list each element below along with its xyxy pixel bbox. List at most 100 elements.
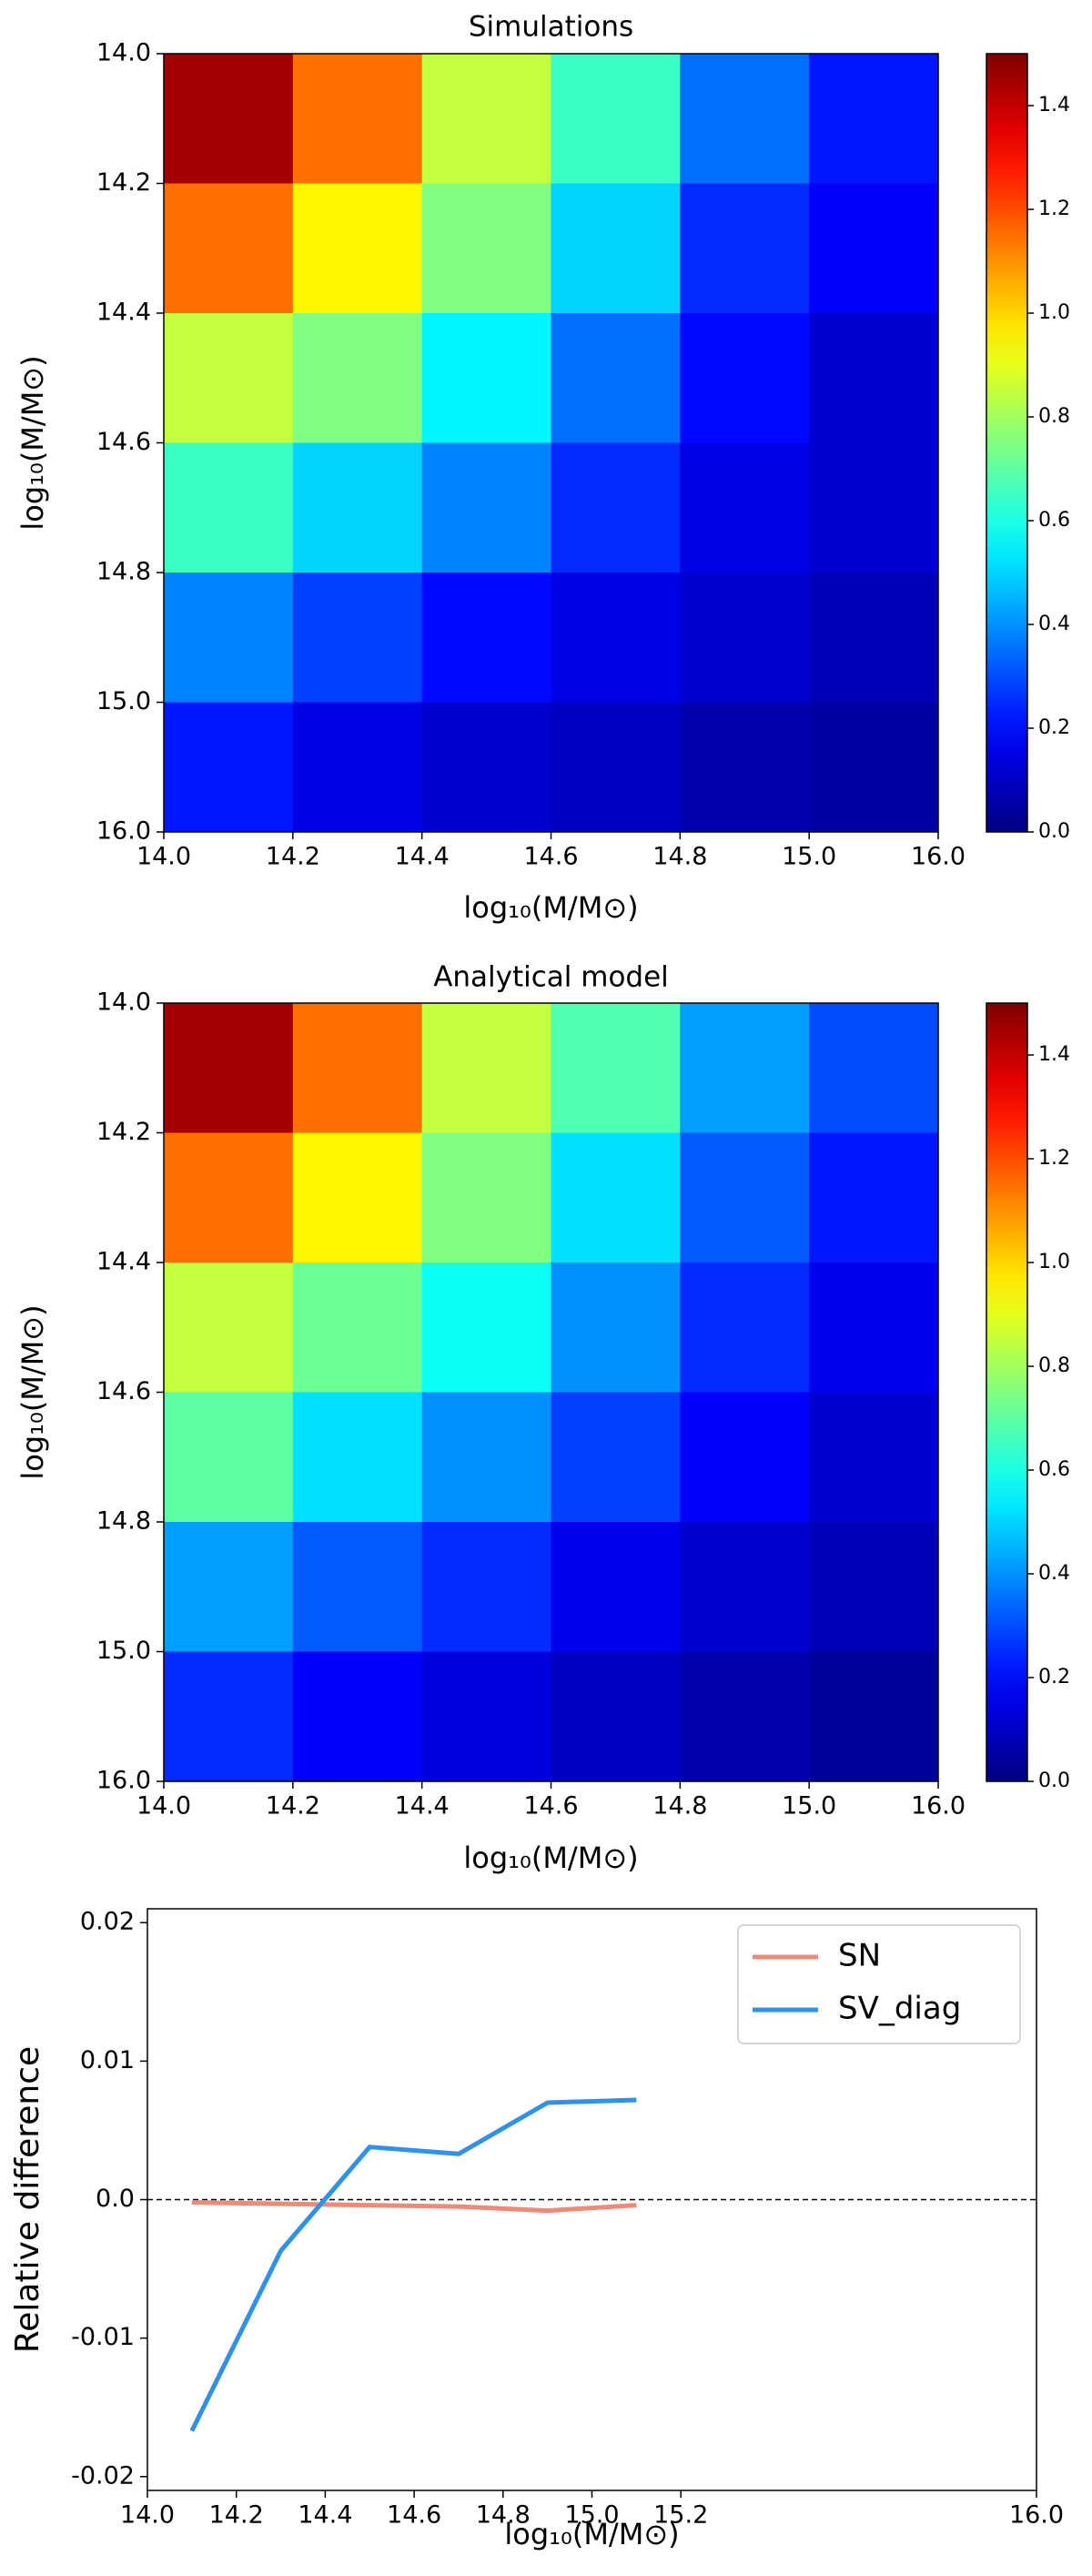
x-tick-label: 15.0 [564,2501,619,2530]
colorbar-tick-label: 1.0 [1038,301,1070,324]
heatmap-cell [421,573,551,703]
heatmap-cell [551,1003,681,1133]
series-line [191,2200,637,2214]
heatmap-cell [421,1132,551,1263]
heatmap-cell [421,1522,551,1652]
x-tick-label: 15.2 [653,2501,708,2530]
plot-frame [163,1002,939,1782]
heatmap-cell [809,313,939,443]
y-tick-label: 14.6 [96,1377,151,1405]
heatmap-cell [680,1651,810,1782]
x-tick-label: 14.4 [298,2501,352,2530]
heatmap-cell [809,1003,939,1133]
heatmap-cell [292,313,423,443]
heatmap-cell [421,442,551,573]
heatmap-cell [551,1263,681,1393]
heatmap-cell [421,1263,551,1393]
heatmap-cell [809,183,939,314]
heatmap-cell [292,54,423,184]
heatmap-cell [421,1003,551,1133]
heatmap-cell [809,1263,939,1393]
x-tick-label: 14.6 [523,1792,578,1820]
x-tick-label: 14.8 [476,2501,531,2530]
colorbar-tick-label: 0.4 [1038,613,1070,635]
heatmap-cell [809,442,939,573]
heatmap-cell [292,1392,423,1523]
heatmap-cell [551,1522,681,1652]
y-tick-label: 14.4 [96,299,151,327]
heatmap-cell [421,1392,551,1523]
colorbar-tick-label: 0.0 [1038,820,1070,843]
x-tick-label: 14.8 [652,843,707,871]
heatmap-cell [164,1392,294,1523]
legend-label: SN [838,1938,881,1974]
heatmap-cell [809,1132,939,1263]
heatmap-cell [292,573,423,703]
heatmap-cell [680,702,810,833]
heatmap-cell [551,1392,681,1523]
colorbar [986,53,1028,833]
heatmap-cell [421,183,551,314]
y-tick-label: 14.0 [96,989,151,1017]
x-tick-label: 14.0 [136,843,191,871]
heatmap-cell [551,573,681,703]
heatmap-cell [421,1651,551,1782]
colorbar-tick-label: 0.2 [1038,1666,1070,1689]
series-line [189,2097,637,2432]
heatmap-cell [680,1003,810,1133]
x-tick-label: 15.0 [782,1792,836,1820]
heatmap-cell [292,183,423,314]
x-tick-label: 14.6 [523,843,578,871]
plot-frame [163,53,939,833]
colorbar-tick-label: 0.8 [1038,405,1070,428]
x-tick-label: 14.4 [395,843,450,871]
x-axis-label: log₁₀(M/M⊙) [463,890,638,925]
y-axis-label: Relative difference [9,2046,46,2353]
heatmap-cell [292,1003,423,1133]
plot-frame [147,1908,1037,2491]
heatmap-cell [680,313,810,443]
heatmap-cell [551,313,681,443]
x-tick-label: 15.0 [782,843,836,871]
heatmap-cell [292,702,423,833]
colorbar-tick-label: 0.6 [1038,509,1070,532]
heatmap-cell [292,1263,423,1393]
y-axis-label: log₁₀(M/M⊙) [15,1304,50,1479]
heatmap-cell [680,442,810,573]
heatmap-cell [164,702,294,833]
heatmap-cell [551,442,681,573]
heatmap-cell [164,183,294,314]
y-tick-label: 14.2 [96,1118,151,1146]
colorbar-tick-label: 1.4 [1038,1043,1070,1066]
y-tick-label: 14.8 [96,1507,151,1536]
heatmap-cell [809,1392,939,1523]
heatmap-cell [809,573,939,703]
heatmap-cell [164,1003,294,1133]
colorbar-tick-label: 1.2 [1038,1147,1070,1170]
colorbar-tick-label: 1.4 [1038,94,1070,117]
y-tick-label: -0.02 [71,2461,135,2490]
x-tick-label: 14.0 [120,2501,175,2530]
y-tick-label: 15.0 [96,687,151,715]
heatmap-cell [551,702,681,833]
y-axis-label: log₁₀(M/M⊙) [15,355,50,530]
y-tick-label: 14.0 [96,39,151,67]
x-tick-label: 14.2 [209,2501,264,2530]
heatmap-cell [551,183,681,314]
heatmap-cell [680,54,810,184]
heatmap-cell [680,1522,810,1652]
x-tick-label: 14.6 [387,2501,441,2530]
chart-title: Analytical model [433,961,669,994]
colorbar-tick-label: 0.8 [1038,1354,1070,1377]
x-tick-label: 16.0 [911,1792,966,1820]
y-tick-label: 14.2 [96,168,151,197]
y-tick-label: 14.4 [96,1248,151,1276]
y-tick-label: 14.8 [96,558,151,586]
heatmap-cell [680,183,810,314]
heatmap-cell [421,313,551,443]
heatmap-cell [680,573,810,703]
heatmap-cell [164,54,294,184]
heatmap-cell [164,573,294,703]
heatmap-cell [809,702,939,833]
